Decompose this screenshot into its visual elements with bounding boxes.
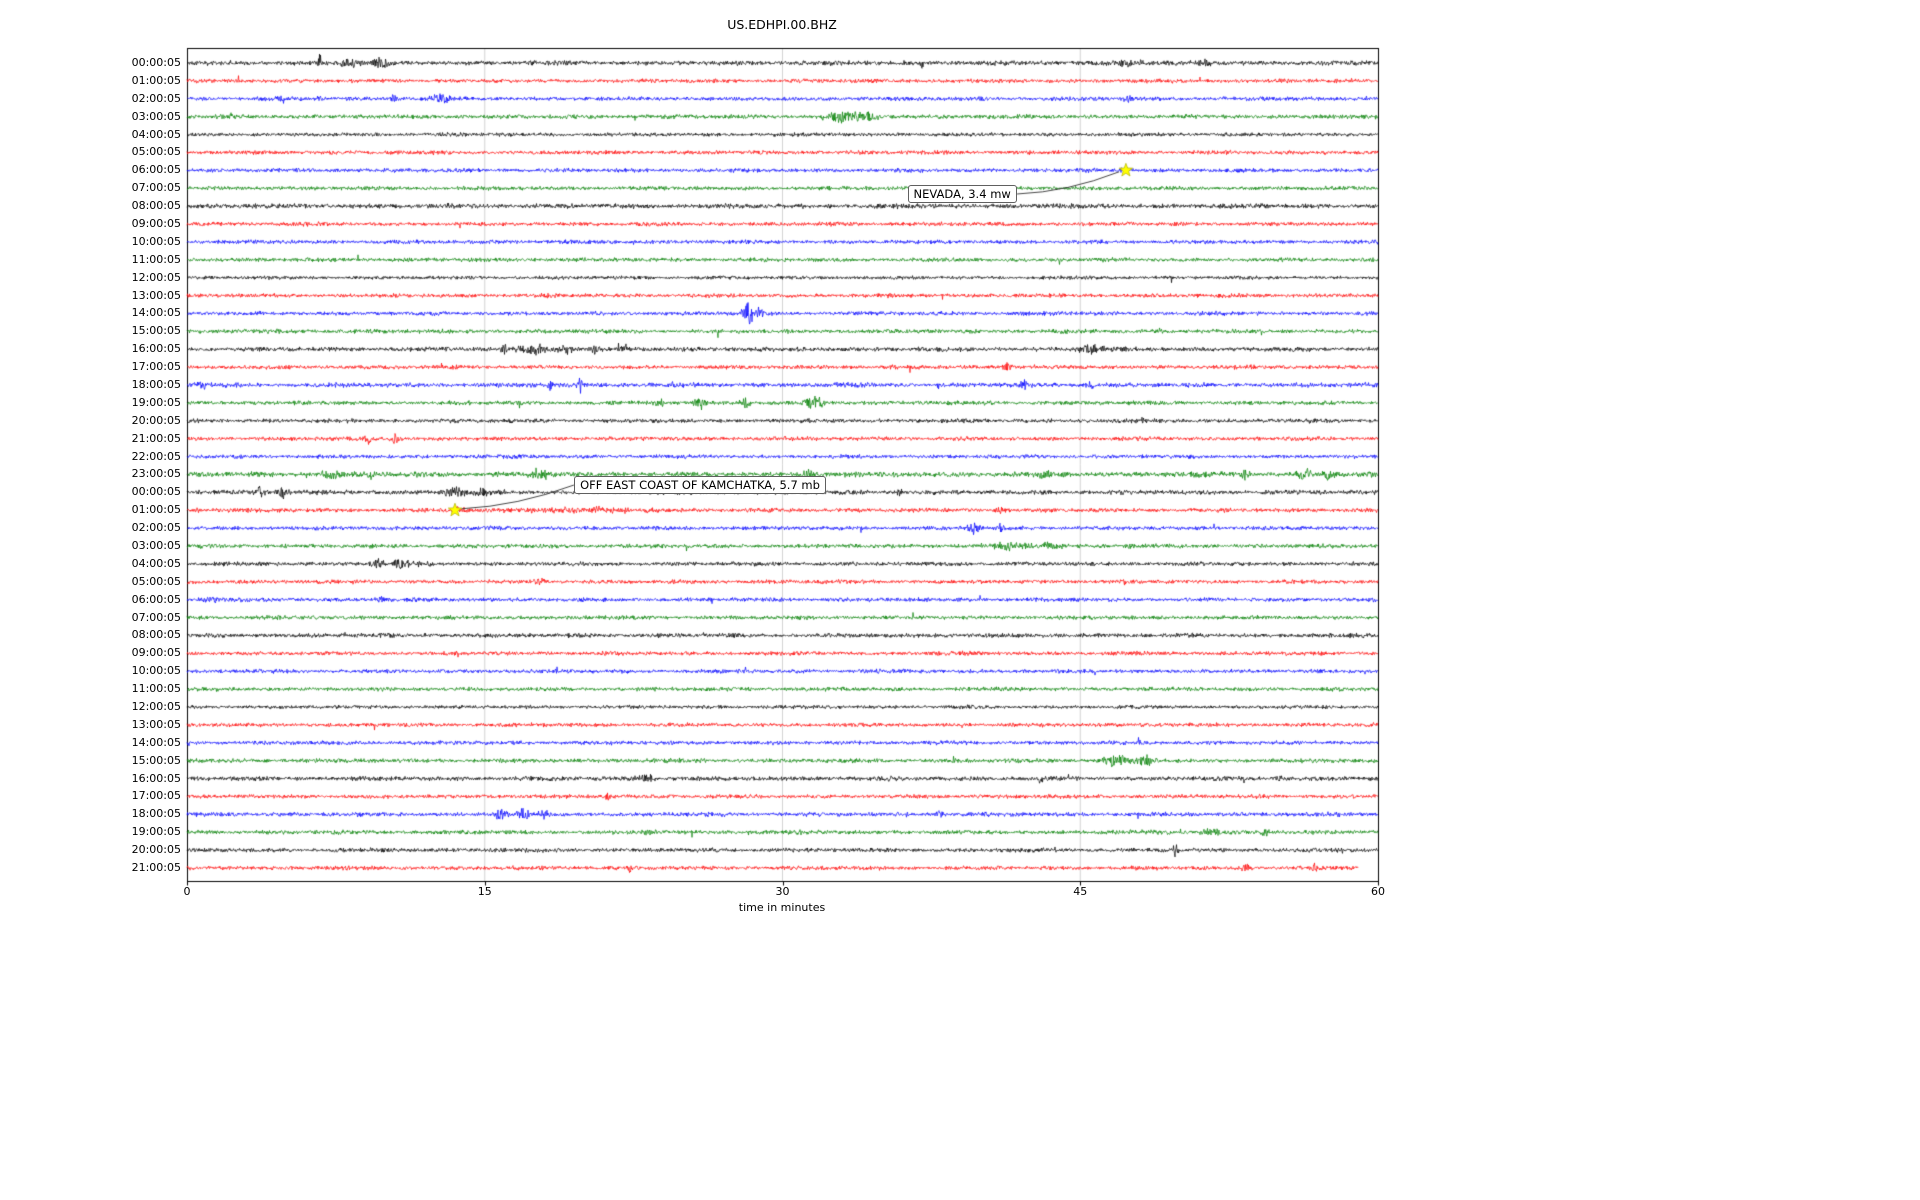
row-time-label: 22:00:05 <box>131 449 181 463</box>
row-time-label: 05:00:05 <box>131 145 181 159</box>
row-time-label: 21:00:05 <box>131 861 181 874</box>
x-tick-label: 45 <box>1073 885 1088 898</box>
row-time-label: 06:00:05 <box>131 592 181 606</box>
row-time-label: 08:00:05 <box>131 628 181 642</box>
row-time-label: 19:00:05 <box>131 825 181 839</box>
row-time-label: 02:00:05 <box>131 521 181 535</box>
row-time-label: 03:00:05 <box>131 539 181 552</box>
row-time-label: 14:00:05 <box>131 735 181 749</box>
row-time-label: 16:00:05 <box>131 771 181 785</box>
row-time-label: 16:00:05 <box>131 342 181 356</box>
row-time-label: 12:00:05 <box>131 700 181 713</box>
row-time-label: 11:00:05 <box>131 252 181 266</box>
x-axis-label: time in minutes <box>738 901 826 914</box>
row-time-label: 10:00:05 <box>131 664 181 678</box>
row-time-label: 15:00:05 <box>131 324 181 338</box>
row-time-label: 20:00:05 <box>131 413 181 427</box>
row-time-label: 23:00:05 <box>131 467 181 481</box>
event-annotation-text: NEVADA, 3.4 mw <box>913 187 1011 202</box>
row-time-label: 00:00:05 <box>131 56 181 69</box>
row-time-label: 15:00:05 <box>131 753 181 767</box>
row-time-label: 18:00:05 <box>131 378 181 391</box>
row-time-label: 08:00:05 <box>131 199 181 213</box>
x-tick-label: 30 <box>775 885 790 898</box>
row-time-label: 02:00:05 <box>131 91 181 105</box>
row-time-label: 09:00:05 <box>131 217 181 230</box>
row-time-label: 05:00:05 <box>131 574 181 588</box>
row-time-label: 01:00:05 <box>131 503 181 517</box>
row-time-label: 14:00:05 <box>131 306 181 320</box>
x-tick-label: 0 <box>183 885 191 898</box>
x-tick-label: 15 <box>477 885 492 898</box>
row-time-label: 07:00:05 <box>131 181 181 195</box>
row-time-label: 12:00:05 <box>131 270 181 284</box>
row-time-label: 17:00:05 <box>131 360 181 374</box>
row-time-label: 19:00:05 <box>131 395 181 409</box>
row-time-label: 03:00:05 <box>131 109 181 123</box>
row-time-label: 04:00:05 <box>131 556 181 570</box>
event-annotation-nevada: NEVADA, 3.4 mw <box>907 185 1017 204</box>
row-time-label: 13:00:05 <box>131 717 181 731</box>
row-time-label: 18:00:05 <box>131 807 181 821</box>
row-time-label: 20:00:05 <box>131 843 181 857</box>
row-time-label: 04:00:05 <box>131 127 181 141</box>
chart-title: US.EDHPI.00.BHZ <box>727 17 837 32</box>
row-time-label: 01:00:05 <box>131 73 181 87</box>
row-time-label: 10:00:05 <box>131 234 181 248</box>
row-time-label: 11:00:05 <box>131 682 181 696</box>
event-annotation-text: OFF EAST COAST OF KAMCHATKA, 5.7 mb <box>580 478 820 493</box>
row-time-label: 13:00:05 <box>131 288 181 302</box>
row-time-label: 07:00:05 <box>131 610 181 624</box>
row-time-label: 00:00:05 <box>131 485 181 499</box>
x-tick-label: 60 <box>1371 885 1385 898</box>
row-time-label: 09:00:05 <box>131 646 181 660</box>
event-annotation-kamchatka: OFF EAST COAST OF KAMCHATKA, 5.7 mb <box>574 476 826 495</box>
row-time-label: 17:00:05 <box>131 789 181 803</box>
row-time-label: 06:00:05 <box>131 163 181 177</box>
row-time-label: 21:00:05 <box>131 431 181 445</box>
